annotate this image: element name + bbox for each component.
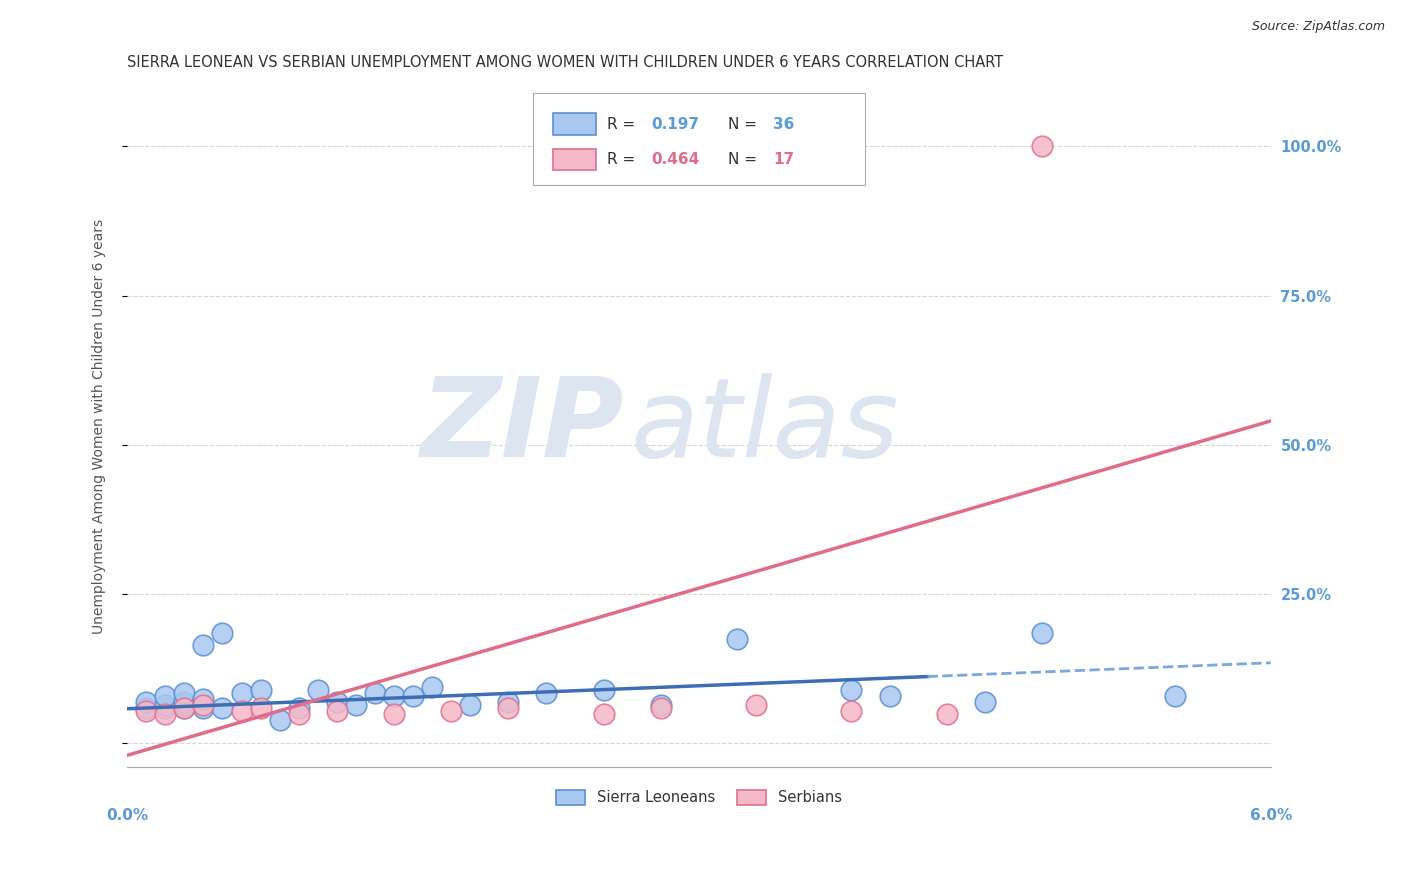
Text: Source: ZipAtlas.com: Source: ZipAtlas.com <box>1251 20 1385 33</box>
Point <box>650 698 672 712</box>
Point <box>193 638 215 652</box>
Point <box>173 695 195 709</box>
Point <box>155 689 177 703</box>
Point <box>155 706 177 721</box>
Point <box>364 685 387 699</box>
Point <box>193 698 215 712</box>
Text: ZIP: ZIP <box>422 374 624 481</box>
Text: SIERRA LEONEAN VS SERBIAN UNEMPLOYMENT AMONG WOMEN WITH CHILDREN UNDER 6 YEARS C: SIERRA LEONEAN VS SERBIAN UNEMPLOYMENT A… <box>127 55 1004 70</box>
Point <box>135 704 157 718</box>
Point <box>841 682 863 697</box>
Point <box>173 700 195 714</box>
FancyBboxPatch shape <box>533 94 865 186</box>
Y-axis label: Unemployment Among Women with Children Under 6 years: Unemployment Among Women with Children U… <box>93 219 107 634</box>
Point <box>592 682 614 697</box>
Point <box>1164 689 1187 703</box>
Point <box>173 685 195 699</box>
Point <box>249 700 271 714</box>
Point <box>841 704 863 718</box>
Point <box>193 691 215 706</box>
Point <box>382 689 405 703</box>
Text: R =: R = <box>607 117 641 131</box>
FancyBboxPatch shape <box>553 113 596 135</box>
Point <box>231 685 253 699</box>
Point <box>173 698 195 712</box>
Text: 0.197: 0.197 <box>651 117 699 131</box>
Point <box>382 706 405 721</box>
Point <box>344 698 367 712</box>
Point <box>536 685 558 699</box>
Point <box>249 682 271 697</box>
Point <box>458 698 481 712</box>
FancyBboxPatch shape <box>553 149 596 170</box>
Point <box>231 704 253 718</box>
Point <box>1031 139 1053 153</box>
Text: 0.464: 0.464 <box>651 152 699 167</box>
Point <box>725 632 748 646</box>
Point <box>650 700 672 714</box>
Text: 0.0%: 0.0% <box>105 808 148 823</box>
Point <box>1031 626 1053 640</box>
Text: 17: 17 <box>773 152 794 167</box>
Point <box>155 698 177 712</box>
Text: atlas: atlas <box>630 374 898 481</box>
Point <box>973 695 995 709</box>
Point <box>326 695 349 709</box>
Text: N =: N = <box>727 152 762 167</box>
Legend: Sierra Leoneans, Serbians: Sierra Leoneans, Serbians <box>550 784 848 811</box>
Text: N =: N = <box>727 117 762 131</box>
Point <box>498 700 520 714</box>
Point <box>211 626 233 640</box>
Text: 6.0%: 6.0% <box>1250 808 1292 823</box>
Point <box>211 700 233 714</box>
Point <box>326 704 349 718</box>
Point <box>155 700 177 714</box>
Point <box>269 713 291 727</box>
Point <box>592 706 614 721</box>
Point <box>879 689 901 703</box>
Point <box>498 695 520 709</box>
Point <box>287 700 309 714</box>
Point <box>307 682 329 697</box>
Point <box>135 700 157 714</box>
Point <box>420 680 443 694</box>
Point <box>935 706 957 721</box>
Point <box>745 698 768 712</box>
Point <box>135 695 157 709</box>
Text: R =: R = <box>607 152 641 167</box>
Point <box>173 700 195 714</box>
Text: 36: 36 <box>773 117 794 131</box>
Point <box>402 689 425 703</box>
Point <box>440 704 463 718</box>
Point <box>287 706 309 721</box>
Point <box>193 700 215 714</box>
